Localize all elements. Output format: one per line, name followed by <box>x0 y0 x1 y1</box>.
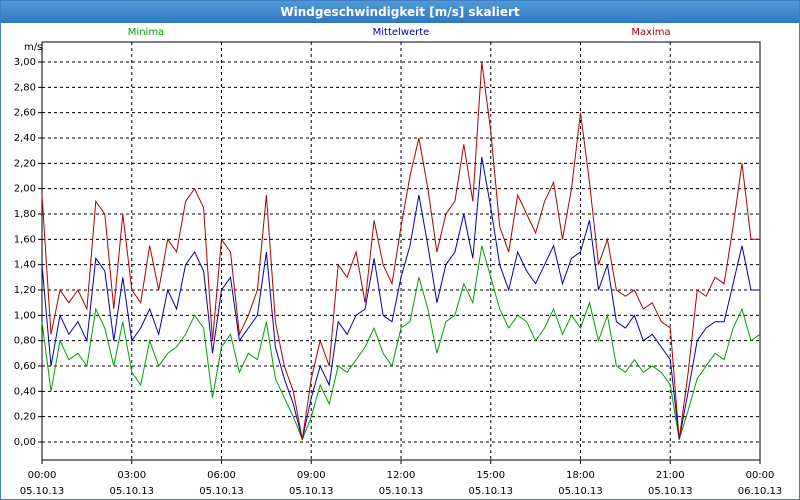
y-tick-label: 1,40 <box>14 260 36 271</box>
series-line-maxima <box>41 61 760 440</box>
grid <box>42 42 760 460</box>
x-tick-time: 12:00 <box>387 470 416 481</box>
y-tick-label: 0,80 <box>14 336 36 347</box>
legend-entry-minima: Minima <box>128 27 164 38</box>
y-tick-label: 3,00 <box>14 57 36 68</box>
series-line-minima <box>41 245 761 441</box>
x-tick-date: 05.10.13 <box>468 486 513 497</box>
series-layer <box>41 61 761 441</box>
x-tick-date: 05.10.13 <box>20 486 65 497</box>
x-tick-time: 03:00 <box>117 470 146 481</box>
x-tick-time: 18:00 <box>566 470 595 481</box>
x-axis: 00:00 05.10.13 03:00 05.10.13 06:00 05.10.13 0… <box>20 460 783 497</box>
y-tick-label: 0,00 <box>14 437 36 448</box>
y-tick-label: 0,40 <box>14 386 36 397</box>
x-tick-date: 05.10.13 <box>379 486 424 497</box>
window-title: Windgeschwindigkeit [m/s] skaliert <box>1 1 799 23</box>
y-tick-label: 2,40 <box>14 133 36 144</box>
x-tick-date: 05.10.13 <box>648 486 693 497</box>
y-tick-label: 1,80 <box>14 209 36 220</box>
y-axis: 0,00 0,20 0,40 0,60 0,80 1,00 1,20 1,40 1,60 1,80… <box>14 57 42 448</box>
x-tick-date: 05.10.13 <box>558 486 603 497</box>
y-tick-label: 1,20 <box>14 285 36 296</box>
x-tick-time: 06:00 <box>207 470 236 481</box>
x-tick-date: 05.10.13 <box>109 486 154 497</box>
series-line-mittelwerte <box>41 156 760 440</box>
x-tick-time: 00:00 <box>28 470 57 481</box>
y-tick-label: 2,20 <box>14 158 36 169</box>
x-tick-date: 06.10.13 <box>738 486 783 497</box>
legend-entry-mittelwerte: Mittelwerte <box>373 27 430 38</box>
y-tick-label: 2,80 <box>14 82 36 93</box>
y-tick-label: 2,00 <box>14 184 36 195</box>
y-tick-label: 1,00 <box>14 310 36 321</box>
y-tick-label: 1,60 <box>14 234 36 245</box>
x-tick-time: 09:00 <box>297 470 326 481</box>
x-tick-time: 21:00 <box>656 470 685 481</box>
y-tick-label: 2,60 <box>14 108 36 119</box>
legend: Minima Mittelwerte Maxima <box>128 27 671 38</box>
x-tick-date: 05.10.13 <box>289 486 334 497</box>
x-tick-time: 00:00 <box>746 470 775 481</box>
y-tick-label: 0,20 <box>14 412 36 423</box>
y-axis-label: m/s <box>24 42 42 53</box>
y-tick-label: 0,60 <box>14 361 36 372</box>
x-tick-time: 15:00 <box>476 470 505 481</box>
legend-entry-maxima: Maxima <box>631 27 670 38</box>
x-tick-date: 05.10.13 <box>199 486 244 497</box>
